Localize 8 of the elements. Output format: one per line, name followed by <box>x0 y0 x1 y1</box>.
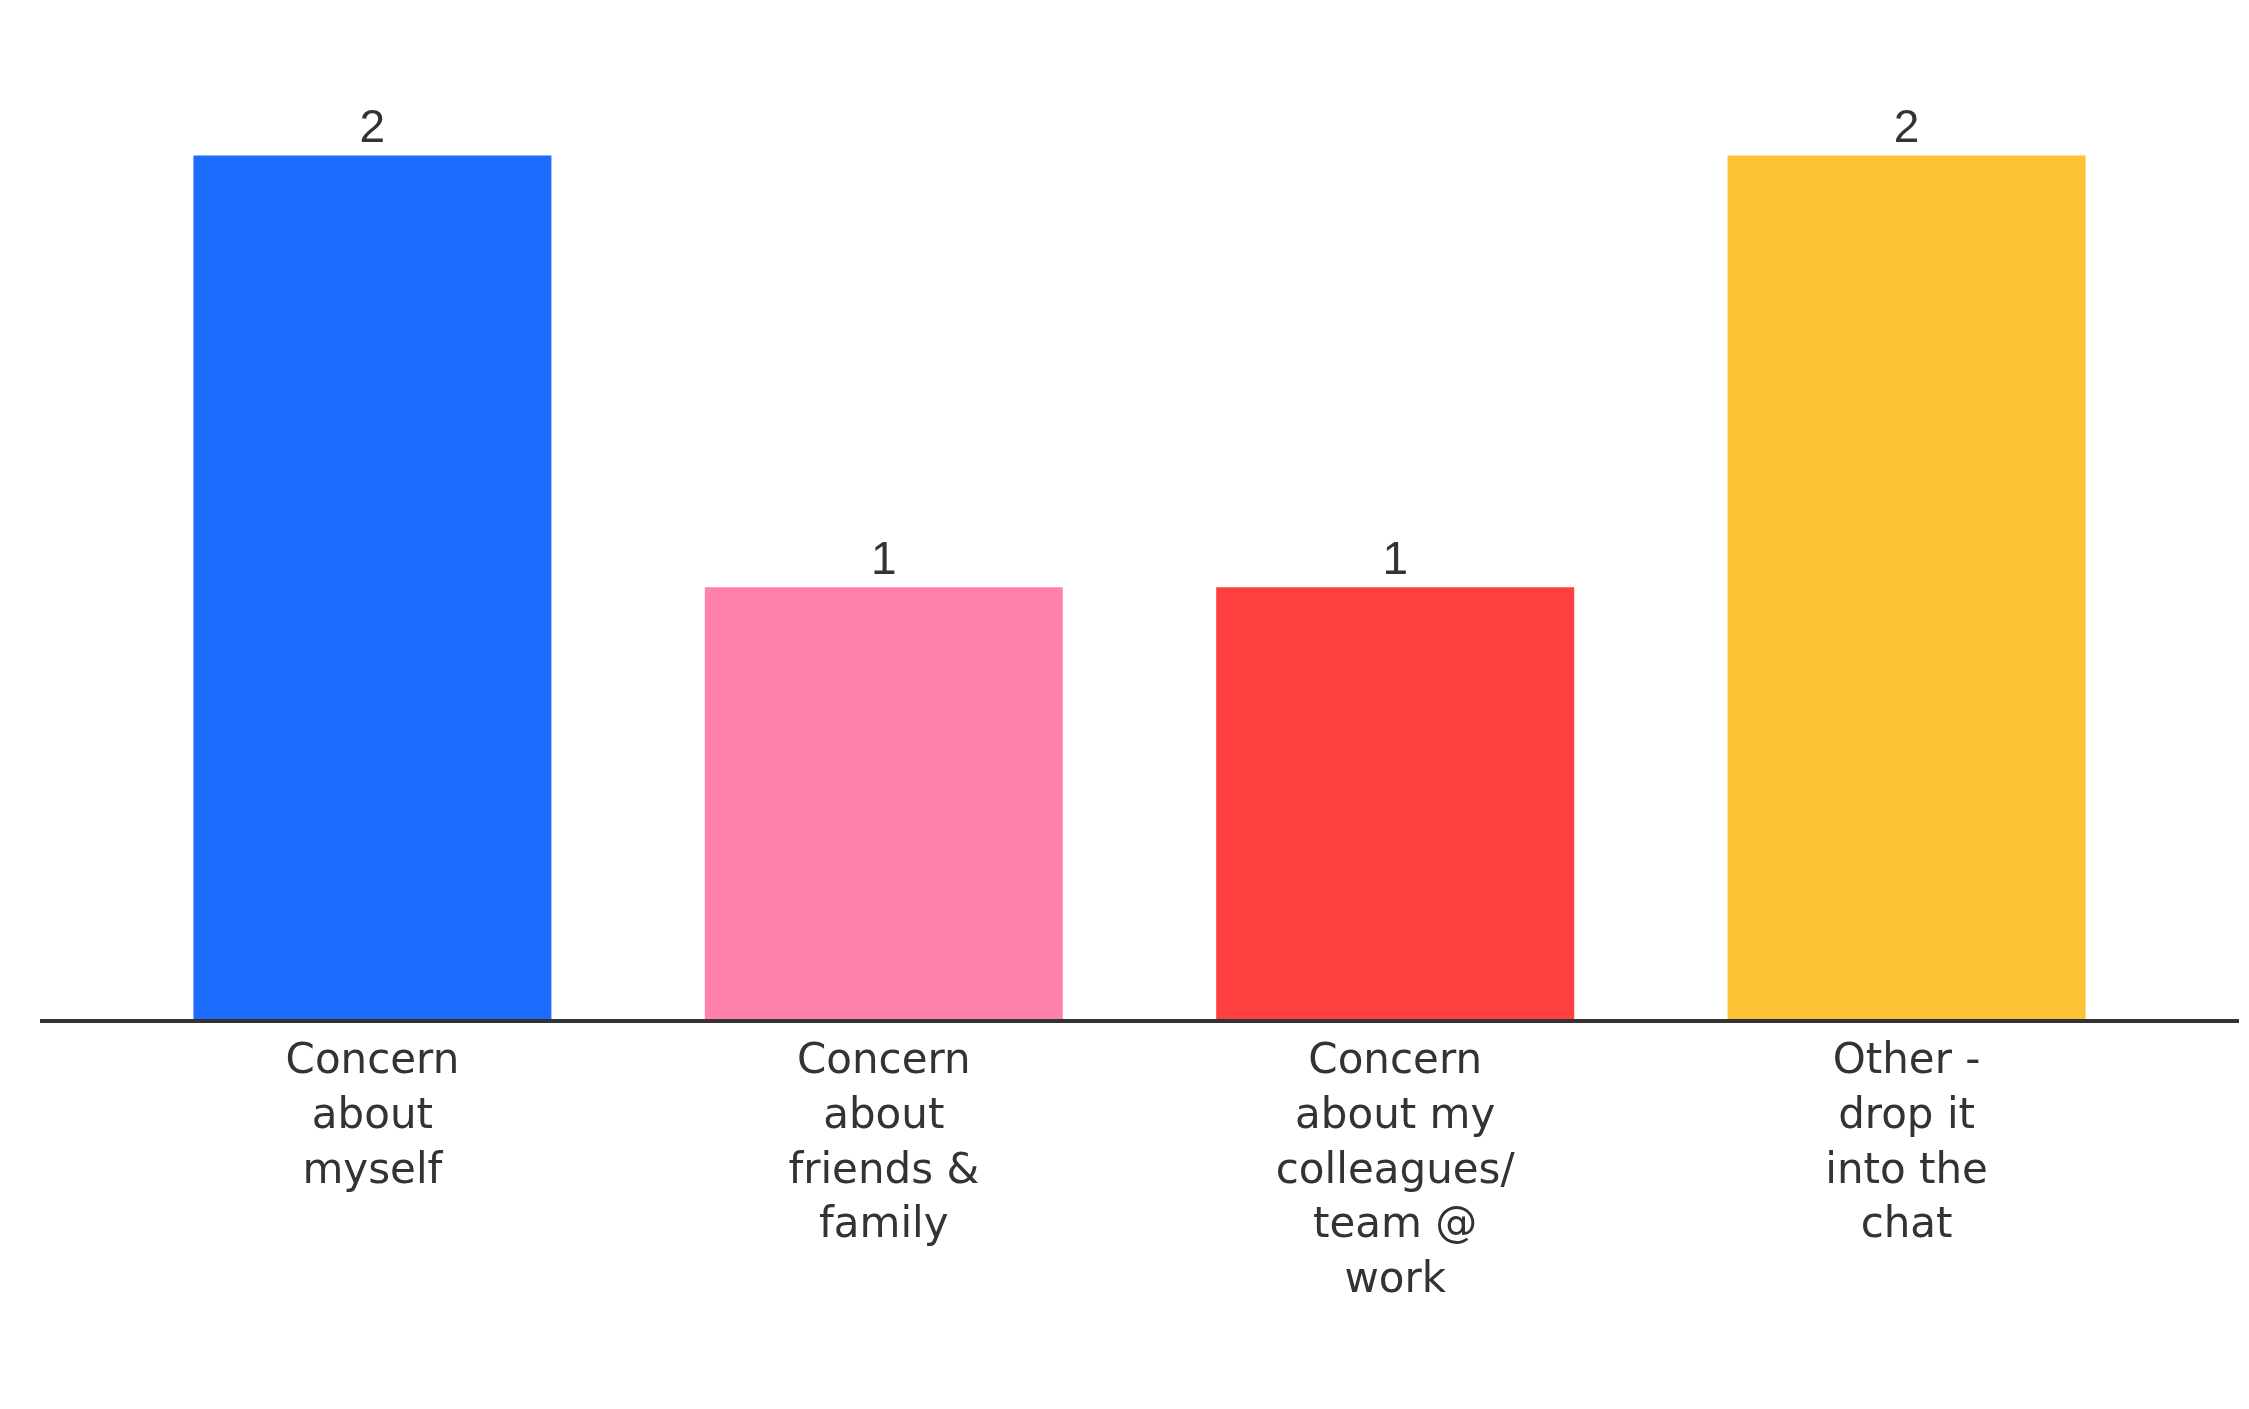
data-label: 2 <box>359 100 386 153</box>
x-tick-label: Concern about friends & family <box>788 1034 980 1248</box>
x-tick-label: Concern about my colleagues/ team @ work <box>1275 1034 1516 1302</box>
x-tick-label: Other - drop it into the chat <box>1825 1034 1988 1248</box>
data-label: 1 <box>871 532 897 585</box>
data-label: 1 <box>1382 532 1408 585</box>
data-label: 2 <box>1893 100 1920 153</box>
x-tick-label: Concern about myself <box>285 1034 460 1193</box>
